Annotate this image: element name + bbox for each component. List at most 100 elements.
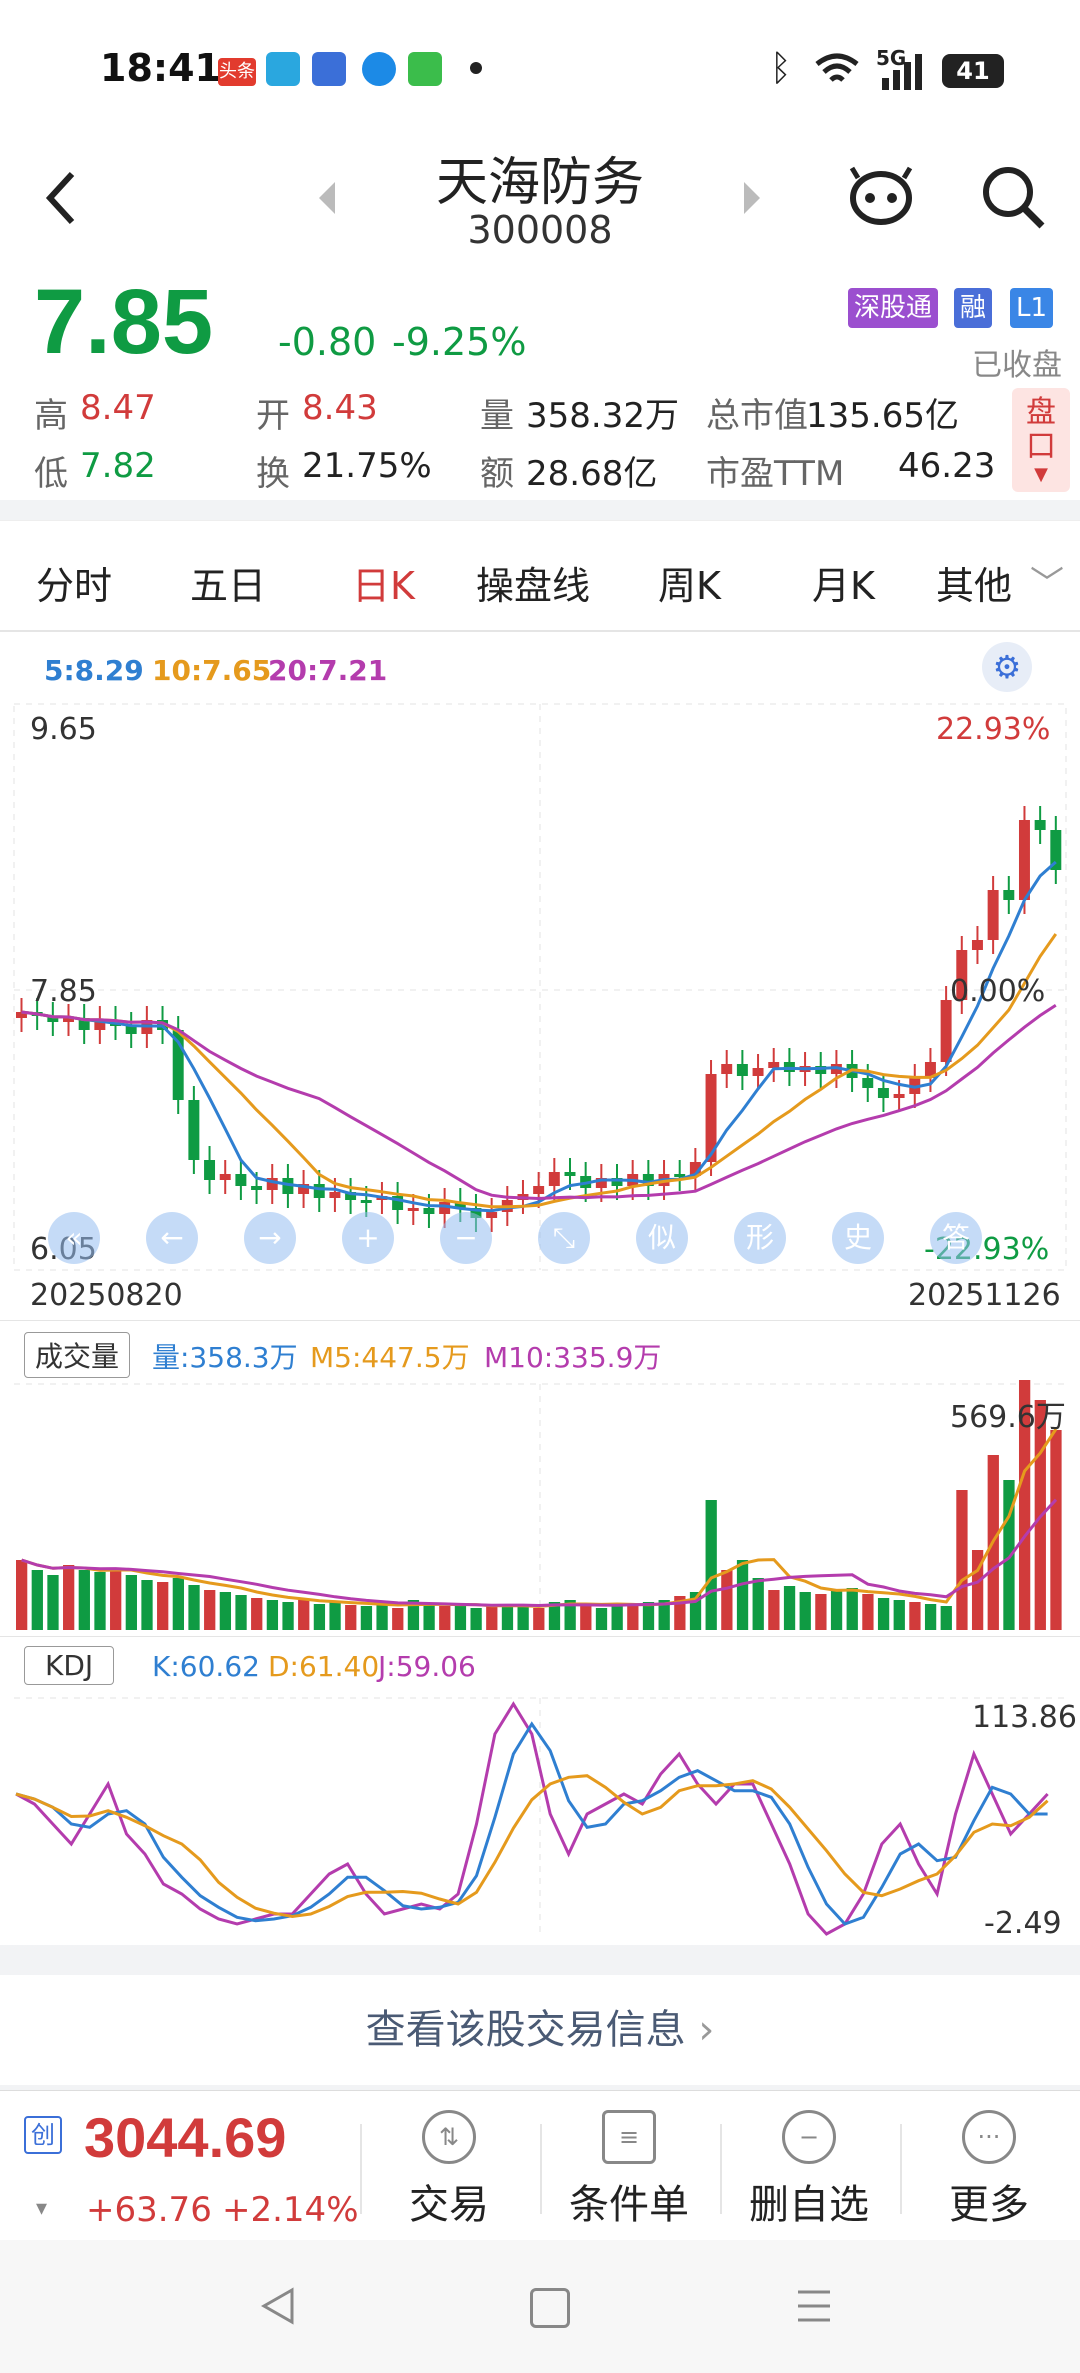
tabs-divider: [0, 630, 1080, 632]
candle-body: [329, 1192, 341, 1198]
robot-assistant-icon[interactable]: [848, 164, 914, 226]
stat-value: 46.23: [898, 446, 996, 486]
answer-tool[interactable]: 答: [930, 1212, 982, 1264]
message-app-icon: [408, 52, 442, 86]
shenzhen-connect-badge[interactable]: 深股通: [848, 288, 939, 328]
search-icon[interactable]: [980, 164, 1046, 230]
margin-badge[interactable]: 融: [954, 288, 993, 328]
candle-body: [1018, 820, 1030, 900]
level1-badge[interactable]: L1: [1010, 288, 1054, 328]
tab-five-day[interactable]: 五日: [190, 564, 267, 608]
conditional-order-label: 条件单: [569, 2182, 689, 2228]
candle-body: [204, 1160, 216, 1180]
tab-weekly-k[interactable]: 周K: [658, 564, 721, 608]
pattern-tool[interactable]: 形: [734, 1212, 786, 1264]
stat-label: 量: [480, 396, 514, 436]
kdj-title[interactable]: KDJ: [24, 1646, 115, 1685]
order-book-button[interactable]: 盘口 ▼: [1012, 388, 1070, 492]
section-gap: [0, 1945, 1080, 1975]
trade-icon: ⇅: [422, 2110, 476, 2164]
ma10-legend: 10:7.65: [152, 654, 272, 687]
arrow-left-icon[interactable]: ←: [146, 1212, 198, 1264]
chevron-down-icon[interactable]: ﹀: [1030, 564, 1064, 604]
period-tabs: [0, 520, 1080, 631]
tab-other[interactable]: 其他: [936, 564, 1013, 608]
nav-back-icon[interactable]: [258, 2286, 298, 2326]
volume-bar: [376, 1604, 388, 1630]
tab-trading-line[interactable]: 操盘线: [476, 564, 591, 608]
conditional-order-button[interactable]: ≡ 条件单: [544, 2110, 714, 2230]
history-tool[interactable]: 史: [832, 1212, 884, 1264]
volume-bar: [642, 1602, 655, 1630]
remove-watchlist-button[interactable]: − 删自选: [724, 2110, 894, 2230]
volume-bar: [736, 1560, 749, 1630]
kline-chart[interactable]: [0, 700, 1080, 1320]
volume-bar: [768, 1590, 780, 1630]
volume-bar: [705, 1500, 717, 1630]
trade-label: 交易: [409, 2182, 489, 2228]
volume-bar: [658, 1600, 670, 1630]
candle-body: [266, 1178, 278, 1190]
kdj-min-label: -2.49: [984, 1906, 1062, 1941]
volume-bar: [63, 1565, 75, 1630]
bar-divider: [360, 2124, 362, 2214]
signal-icon: [882, 54, 922, 90]
volume-bar: [893, 1600, 905, 1630]
index-value[interactable]: 3044.69: [84, 2106, 287, 2169]
kdj-line: [15, 1774, 1049, 1919]
next-stock-icon[interactable]: [740, 180, 764, 216]
chart-settings-icon[interactable]: ⚙: [982, 642, 1032, 692]
similar-tool[interactable]: 似: [636, 1212, 688, 1264]
volume-bar: [580, 1604, 592, 1630]
volume-bar: [1050, 1430, 1062, 1630]
stat-label: 额: [480, 454, 514, 494]
status-bar: 18:41 头条 ᛒ 5G 41: [0, 0, 1080, 140]
volume-bar: [392, 1608, 404, 1630]
nav-home-icon[interactable]: [530, 2288, 570, 2328]
tab-daily-k[interactable]: 日K: [352, 564, 415, 608]
volume-bar: [815, 1594, 827, 1630]
volume-bar: [611, 1606, 623, 1630]
volume-bar: [329, 1602, 341, 1630]
telegram-app-icon: [266, 52, 300, 86]
fullscreen-icon[interactable]: ⤡: [538, 1212, 590, 1264]
candle-body: [956, 950, 968, 1000]
zoom-out-icon[interactable]: −: [440, 1212, 492, 1264]
volume-bar: [924, 1604, 937, 1630]
tab-intraday[interactable]: 分时: [36, 564, 113, 608]
prev-stock-icon[interactable]: [315, 180, 339, 216]
volume-bar: [517, 1606, 529, 1630]
volume-bar: [298, 1600, 310, 1630]
section-gap: [0, 2085, 1080, 2091]
toutiao-app-icon: 头条: [218, 58, 256, 86]
tab-monthly-k[interactable]: 月K: [812, 564, 875, 608]
candle-body: [752, 1068, 764, 1076]
stock-name: 天海防务: [435, 153, 644, 213]
volume-chart: [14, 1380, 1066, 1630]
back-icon[interactable]: [40, 168, 80, 228]
candle-body: [564, 1172, 576, 1176]
nav-menu-icon[interactable]: [794, 2286, 834, 2326]
remove-watchlist-label: 删自选: [749, 2182, 869, 2228]
arrow-right-icon[interactable]: →: [244, 1212, 296, 1264]
volume-title[interactable]: 成交量: [24, 1332, 131, 1378]
trade-button[interactable]: ⇅ 交易: [364, 2110, 534, 2230]
stat-label: 换: [256, 454, 290, 494]
candle-body: [736, 1064, 748, 1076]
y-axis-max: 9.65: [30, 712, 97, 747]
more-button[interactable]: ··· 更多: [904, 2110, 1074, 2230]
volume-bar: [31, 1570, 43, 1630]
volume-bar: [846, 1588, 858, 1630]
order-book-label: 盘口: [1026, 395, 1056, 464]
zoom-in-icon[interactable]: +: [342, 1212, 394, 1264]
volume-bar: [689, 1592, 702, 1630]
candle-body: [862, 1078, 874, 1088]
volume-bar: [219, 1592, 232, 1630]
volume-ma-line: [21, 1498, 1058, 1608]
trade-info-link[interactable]: 查看该股交易信息 ›: [0, 1975, 1080, 2085]
volume-bar: [125, 1575, 137, 1630]
chevron-down-icon: ▼: [1034, 464, 1048, 485]
stat-value: 8.47: [80, 388, 156, 428]
fast-back-icon[interactable]: «: [48, 1212, 100, 1264]
chinext-index-badge: 创: [24, 2116, 62, 2154]
